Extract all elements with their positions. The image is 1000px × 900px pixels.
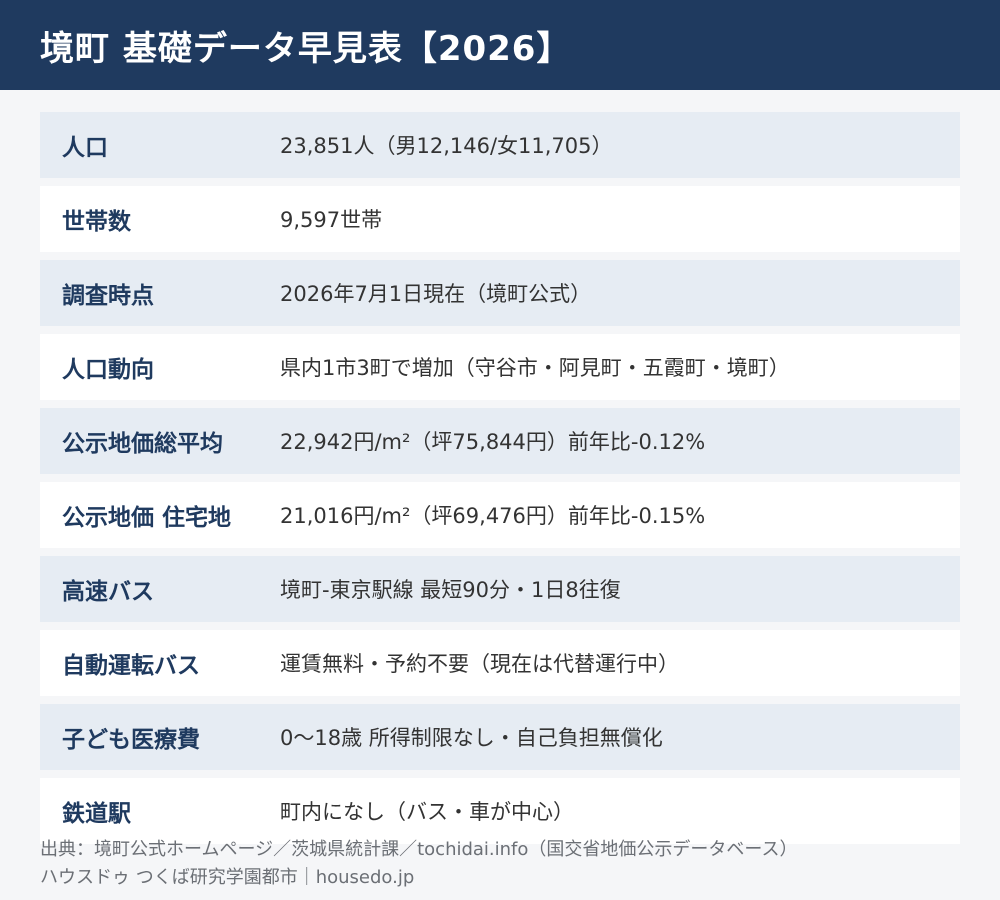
table-row: 子ども医療費 0〜18歳 所得制限なし・自己負担無償化 xyxy=(40,704,960,770)
row-value: 23,851人（男12,146/女11,705） xyxy=(280,134,613,158)
table-row: 公示地価総平均 22,942円/m²（坪75,844円）前年比-0.12% xyxy=(40,408,960,474)
table-row: 人口 23,851人（男12,146/女11,705） xyxy=(40,112,960,178)
row-label: 調査時点 xyxy=(62,283,154,309)
source-note: 出典：境町公式ホームページ／茨城県統計課／tochidai.info（国交省地価… xyxy=(40,836,970,892)
row-value: 21,016円/m²（坪69,476円）前年比-0.15% xyxy=(280,504,706,528)
row-label: 人口 xyxy=(62,135,108,161)
page-header: 境町 基礎データ早見表【2026】 xyxy=(0,0,1000,90)
source-line: ハウスドゥ つくば研究学園都市｜housedo.jp xyxy=(40,867,415,888)
table-row: 世帯数 9,597世帯 xyxy=(40,186,960,252)
table-row: 鉄道駅 町内になし（バス・車が中心） xyxy=(40,778,960,844)
table-row: 公示地価 住宅地 21,016円/m²（坪69,476円）前年比-0.15% xyxy=(40,482,960,548)
row-value: 22,942円/m²（坪75,844円）前年比-0.12% xyxy=(280,430,706,454)
row-value: 9,597世帯 xyxy=(280,208,383,232)
table-row: 自動運転バス 運賃無料・予約不要（現在は代替運行中） xyxy=(40,630,960,696)
row-value: 2026年7月1日現在（境町公式） xyxy=(280,282,592,306)
row-value: 町内になし（バス・車が中心） xyxy=(280,800,574,824)
row-label: 鉄道駅 xyxy=(62,801,131,827)
row-value: 県内1市3町で増加（守谷市・阿見町・五霞町・境町） xyxy=(280,356,790,380)
table-row: 調査時点 2026年7月1日現在（境町公式） xyxy=(40,260,960,326)
row-label: 子ども医療費 xyxy=(62,727,200,753)
source-line: 出典：境町公式ホームページ／茨城県統計課／tochidai.info（国交省地価… xyxy=(40,839,798,860)
table-row: 高速バス 境町-東京駅線 最短90分・1日8往復 xyxy=(40,556,960,622)
row-label: 世帯数 xyxy=(62,209,131,235)
row-value: 境町-東京駅線 最短90分・1日8往復 xyxy=(280,578,621,602)
data-table: 人口 23,851人（男12,146/女11,705） 世帯数 9,597世帯 … xyxy=(40,112,960,852)
row-label: 人口動向 xyxy=(62,357,154,383)
row-label: 公示地価 住宅地 xyxy=(62,505,232,531)
row-label: 公示地価総平均 xyxy=(62,431,223,457)
row-label: 高速バス xyxy=(62,579,154,605)
row-value: 運賃無料・予約不要（現在は代替運行中） xyxy=(280,652,679,676)
row-label: 自動運転バス xyxy=(62,653,200,679)
page-title: 境町 基礎データ早見表【2026】 xyxy=(40,28,572,69)
table-row: 人口動向 県内1市3町で増加（守谷市・阿見町・五霞町・境町） xyxy=(40,334,960,400)
row-value: 0〜18歳 所得制限なし・自己負担無償化 xyxy=(280,726,663,750)
